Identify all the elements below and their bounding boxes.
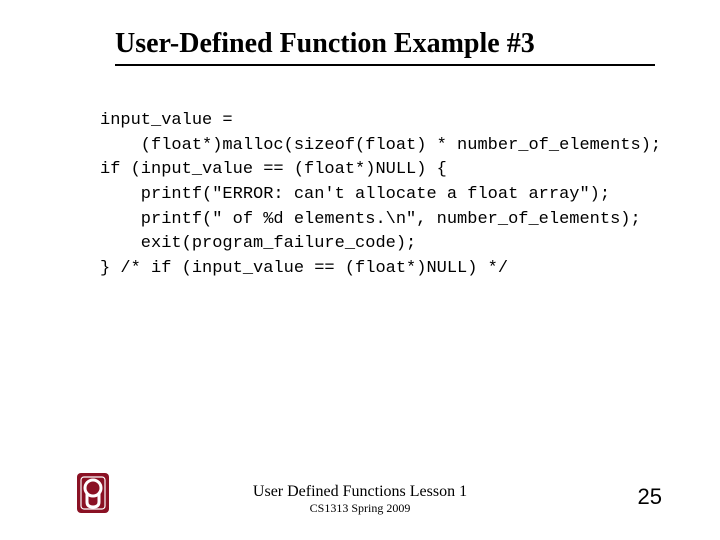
footer-course: CS1313 Spring 2009 [253,501,467,516]
ou-logo-icon [76,472,110,514]
page-number: 25 [638,484,662,510]
footer-center: User Defined Functions Lesson 1 CS1313 S… [253,483,467,516]
footer: User Defined Functions Lesson 1 CS1313 S… [0,466,720,516]
slide: User-Defined Function Example #3 input_v… [0,0,720,540]
slide-title: User-Defined Function Example #3 [115,28,660,60]
footer-lesson: User Defined Functions Lesson 1 [253,483,467,501]
title-underline [115,64,655,66]
code-block: input_value = (float*)malloc(sizeof(floa… [100,109,680,281]
title-block: User-Defined Function Example #3 [115,28,660,66]
